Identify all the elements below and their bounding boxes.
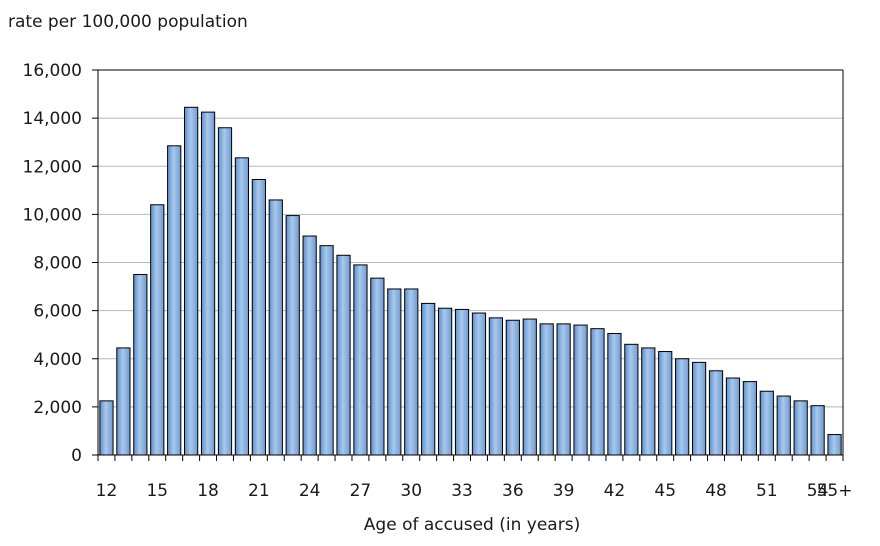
- bar-age-22: [268, 199, 283, 456]
- bar-age-52: [776, 395, 791, 456]
- bar-age-43: [624, 343, 639, 456]
- bar-age-50: [742, 381, 757, 456]
- bar-age-27: [353, 264, 368, 456]
- bar-age-17: [184, 106, 199, 456]
- y-tick-label: 4,000: [33, 350, 82, 370]
- bar-age-29: [387, 288, 402, 456]
- bar-age-53: [793, 400, 808, 456]
- y-tick-label: 2,000: [33, 398, 82, 418]
- bar-age-31: [421, 302, 436, 456]
- bar-age-38: [539, 323, 554, 456]
- x-tick-label: 33: [451, 481, 473, 501]
- x-tick-label: 42: [604, 481, 626, 501]
- y-tick-label: 0: [71, 446, 82, 466]
- x-tick-label: 15: [146, 481, 168, 501]
- bar-age-42: [607, 332, 622, 456]
- bar-age-46: [675, 358, 690, 456]
- bar-age-12: [99, 400, 114, 456]
- x-tick-label: 55+: [817, 481, 853, 501]
- bar-age-35: [488, 317, 504, 456]
- bar-age-16: [167, 145, 182, 456]
- y-tick-labels: 0 2,000 4,000 6,000 8,000 10,000 12,000 14,000 1…: [23, 61, 82, 466]
- bar-age-23: [285, 215, 300, 456]
- x-tick-label: 18: [197, 481, 219, 501]
- bar-age-54: [810, 405, 825, 456]
- x-axis-label: Age of accused (in years): [364, 515, 580, 535]
- bar-age-18: [200, 111, 216, 456]
- bar-age-44: [641, 347, 656, 456]
- bar-age-49: [725, 377, 741, 456]
- y-tick-label: 14,000: [23, 109, 82, 129]
- y-axis-label: rate per 100,000 population: [8, 12, 248, 32]
- y-tick-label: 12,000: [23, 157, 82, 177]
- bar-age-13: [116, 347, 131, 456]
- bar-age-37: [522, 318, 537, 456]
- bar-age-36: [505, 319, 520, 456]
- bar-age-40: [573, 324, 588, 456]
- y-tick-label: 16,000: [23, 61, 82, 81]
- bar-age-25: [319, 245, 334, 456]
- axes: [92, 69, 844, 461]
- y-tick-label: 10,000: [23, 205, 82, 225]
- bar-age-41: [590, 328, 605, 456]
- bar-age-51: [759, 390, 774, 456]
- x-tick-label: 12: [96, 481, 118, 501]
- bar-age-33: [454, 308, 470, 456]
- bar-age-48: [708, 370, 724, 456]
- x-tick-label: 27: [350, 481, 372, 501]
- x-tick-label: 54: [807, 481, 829, 501]
- bar-age-19: [217, 127, 233, 456]
- x-tick-label: 24: [299, 481, 321, 501]
- x-tick-label: 39: [553, 481, 575, 501]
- bar-age-15: [150, 204, 165, 456]
- y-tick-label: 6,000: [33, 302, 82, 322]
- bars: [99, 106, 842, 456]
- bar-age-55+: [827, 434, 842, 456]
- y-tick-label: 8,000: [33, 254, 82, 274]
- bar-age-20: [234, 157, 250, 456]
- bar-age-24: [302, 235, 317, 456]
- bar-age-39: [556, 323, 571, 456]
- x-tick-label: 21: [248, 481, 270, 501]
- bar-age-34: [471, 312, 487, 456]
- bar-age-21: [251, 178, 266, 456]
- bar-age-47: [691, 361, 707, 456]
- bar-age-32: [438, 307, 453, 456]
- x-tick-label: 48: [705, 481, 727, 501]
- bar-age-30: [404, 288, 419, 456]
- bar-age-26: [336, 254, 351, 456]
- bar-age-45: [658, 351, 673, 456]
- bar-age-28: [370, 277, 385, 456]
- x-tick-label: 36: [502, 481, 524, 501]
- bar-age-14: [133, 274, 148, 456]
- x-tick-label: 30: [400, 481, 422, 501]
- x-tick-label: 51: [756, 481, 778, 501]
- x-tick-label: 45: [654, 481, 676, 501]
